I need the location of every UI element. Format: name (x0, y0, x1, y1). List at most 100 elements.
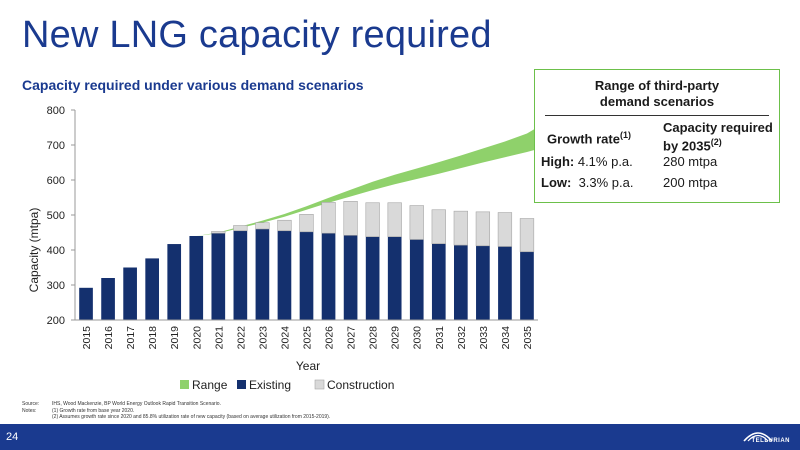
bar-existing (145, 258, 160, 320)
source-text: IHS, Wood Mackenzie, BP World Energy Out… (52, 401, 221, 407)
x-tick-label: 2030 (412, 326, 424, 350)
scenario-rate: 4.1% p.a. (577, 154, 633, 169)
x-tick-label: 2027 (346, 326, 358, 350)
note-2: (2) Assumes growth rate since 2020 and 8… (52, 414, 331, 420)
scenario-row-low: Low: 3.3% p.a. (541, 175, 634, 191)
capacity-footnote: (2) (710, 137, 722, 147)
capacity-header-line2: by 2035 (663, 138, 711, 154)
bar-existing (299, 231, 314, 320)
x-tick-label: 2019 (169, 326, 181, 350)
scenario-label: High: (541, 154, 575, 169)
x-tick-label: 2035 (522, 326, 534, 350)
bar-existing (520, 251, 534, 320)
growth-rate-footnote: (1) (619, 130, 631, 140)
capacity-header-line1: Capacity required (663, 120, 773, 135)
legend-swatch (314, 379, 325, 390)
scenario-panel: Range of third-party demand scenarios Gr… (534, 69, 780, 203)
bar-construction (387, 202, 402, 238)
bar-construction (409, 205, 424, 240)
capacity-header: Capacity required by 2035(2) (663, 120, 773, 153)
scenario-capacity-high: 280 mtpa (663, 154, 718, 169)
y-tick-label: 200 (47, 315, 65, 327)
x-tick-label: 2029 (390, 326, 402, 350)
growth-rate-header-text: Growth rate (547, 131, 620, 147)
bar-construction (497, 212, 513, 247)
panel-title-line2: demand scenarios (599, 94, 715, 109)
y-tick-label: 500 (47, 210, 65, 222)
x-tick-label: 2028 (368, 326, 380, 350)
bar-existing (233, 230, 248, 320)
bar-existing (498, 246, 512, 320)
bar-construction (277, 219, 292, 232)
y-axis-label: Capacity (mtpa) (27, 208, 41, 293)
x-tick-label: 2023 (257, 326, 269, 350)
note-1: (1) Growth rate from base year 2020. (52, 407, 135, 414)
legend-label: Range (192, 378, 228, 392)
y-tick-label: 600 (47, 175, 65, 187)
bars-group (79, 201, 535, 320)
bar-existing (123, 267, 137, 320)
scenario-row-high: High: 4.1% p.a. (541, 154, 633, 170)
bar-existing (101, 278, 115, 320)
bar-construction (475, 211, 491, 247)
scenario-capacity-low: 200 mtpa (663, 175, 718, 190)
page-title: New LNG capacity required (22, 14, 492, 56)
y-tick-label: 400 (47, 245, 65, 257)
x-tick-label: 2032 (456, 326, 468, 350)
bar-existing (255, 229, 270, 320)
x-tick-label: 2024 (279, 326, 291, 350)
bar-existing (453, 245, 468, 320)
bar-existing (79, 287, 93, 320)
notes-label: Notes: (22, 407, 37, 414)
logo-text: TELLURIAN (751, 438, 790, 444)
bar-construction (453, 210, 468, 246)
footnotes: Source: IHS, Wood Mackenzie, BP World Ene… (22, 401, 582, 421)
bar-existing (431, 243, 446, 320)
bar-existing (277, 230, 292, 320)
scenario-rate: 3.3% p.a. (578, 175, 634, 190)
bar-construction (255, 222, 270, 230)
bar-construction (211, 231, 226, 234)
bar-existing (211, 233, 226, 320)
bar-construction (365, 202, 380, 238)
bar-existing (189, 236, 204, 320)
x-tick-label: 2020 (191, 326, 203, 350)
x-tick-label: 2033 (478, 326, 490, 350)
bar-construction (431, 209, 446, 245)
x-tick-label: 2026 (324, 326, 336, 350)
x-axis: 2015 2016 2017 2018 2019 2020 2021 2022 2023 2024… (75, 319, 538, 350)
legend: Range Existing Construction (180, 378, 394, 392)
bar-construction (299, 214, 314, 233)
bar-existing (365, 236, 380, 320)
x-tick-label: 2018 (147, 326, 159, 350)
legend-swatch (237, 380, 246, 389)
chart-title: Capacity required under various demand s… (22, 77, 364, 93)
bar-existing (343, 235, 358, 320)
scenario-label: Low: (541, 175, 572, 190)
x-tick-label: 2021 (213, 326, 225, 350)
tellurian-logo-icon (743, 432, 773, 442)
panel-title-line1: Range of third-party (594, 78, 720, 93)
x-tick-label: 2022 (235, 326, 247, 350)
y-tick-label: 700 (47, 140, 65, 152)
bar-existing (387, 236, 402, 320)
source-label: Source: (22, 401, 40, 407)
panel-divider (545, 115, 769, 116)
x-tick-label: 2016 (103, 326, 115, 350)
footer-bar: 24 TELLURIAN (0, 424, 800, 450)
y-axis: 200 300 400 500 600 700 800 (47, 105, 76, 327)
bar-existing (167, 244, 182, 320)
bar-construction (343, 201, 358, 236)
y-tick-label: 300 (47, 280, 65, 292)
x-tick-label: 2025 (302, 326, 314, 350)
legend-label: Existing (249, 378, 291, 392)
bar-construction (321, 202, 336, 234)
x-tick-label: 2015 (81, 326, 93, 350)
legend-swatch (180, 380, 189, 389)
x-tick-label: 2017 (125, 326, 137, 350)
bar-existing (409, 239, 424, 320)
x-tick-label: 2031 (434, 326, 446, 350)
bar-construction (519, 218, 535, 253)
x-tick-label: 2034 (500, 326, 512, 350)
